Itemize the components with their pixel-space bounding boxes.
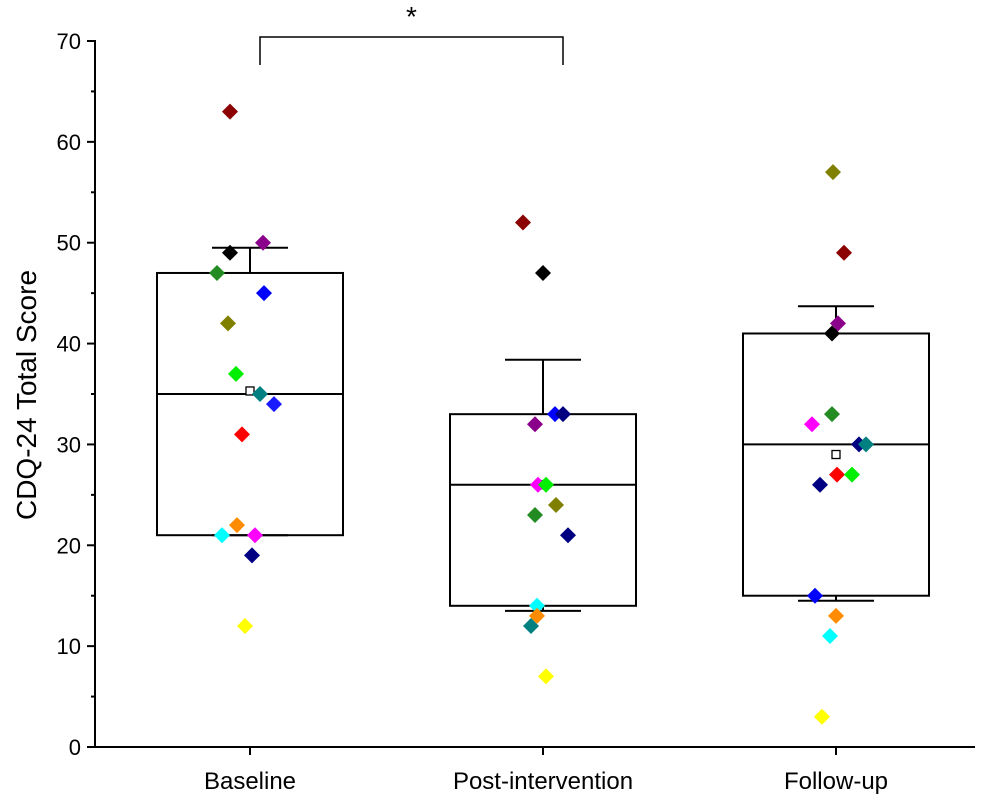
data-point-post-intervention bbox=[527, 507, 543, 524]
data-point-follow-up bbox=[824, 325, 840, 342]
data-point-follow-up bbox=[807, 587, 823, 604]
y-tick-label-70: 70 bbox=[57, 29, 81, 54]
data-point-baseline bbox=[220, 315, 236, 332]
y-tick-label-30: 30 bbox=[57, 432, 81, 457]
data-point-baseline bbox=[222, 103, 238, 120]
data-point-baseline bbox=[222, 244, 238, 261]
data-point-baseline bbox=[247, 527, 263, 544]
data-point-follow-up bbox=[829, 466, 845, 483]
data-point-baseline bbox=[229, 517, 245, 534]
data-point-follow-up bbox=[804, 416, 820, 433]
data-point-follow-up bbox=[830, 315, 846, 332]
data-point-follow-up bbox=[825, 164, 841, 181]
box-baseline bbox=[156, 271, 344, 537]
significance-bracket bbox=[259, 36, 564, 65]
y-tick-label-0: 0 bbox=[69, 735, 81, 760]
data-point-post-intervention bbox=[529, 597, 545, 614]
y-tick-label-20: 20 bbox=[57, 533, 81, 558]
y-tick-label-10: 10 bbox=[57, 634, 81, 659]
data-point-post-intervention bbox=[538, 476, 554, 493]
data-point-baseline bbox=[244, 547, 260, 564]
data-point-baseline bbox=[266, 396, 282, 413]
significance-label: * bbox=[406, 1, 417, 32]
x-tick-label-post-intervention: Post-intervention bbox=[453, 768, 633, 795]
data-point-baseline bbox=[255, 234, 271, 251]
mean-marker-baseline bbox=[245, 386, 255, 396]
data-point-post-intervention bbox=[515, 214, 531, 231]
box-follow-up bbox=[742, 332, 930, 597]
data-point-baseline bbox=[214, 527, 230, 544]
data-point-follow-up bbox=[824, 406, 840, 423]
data-point-follow-up bbox=[836, 244, 852, 261]
data-point-post-intervention bbox=[527, 416, 543, 433]
data-point-baseline bbox=[237, 617, 253, 634]
y-tick-label-40: 40 bbox=[57, 332, 81, 357]
data-point-post-intervention bbox=[548, 496, 564, 513]
data-point-baseline bbox=[252, 386, 268, 402]
data-point-baseline bbox=[256, 285, 272, 302]
y-tick-label-60: 60 bbox=[57, 130, 81, 155]
data-point-follow-up bbox=[844, 466, 860, 483]
annotations: * bbox=[259, 1, 564, 65]
data-point-post-intervention bbox=[555, 406, 571, 423]
x-tick-label-baseline: Baseline bbox=[204, 768, 296, 795]
data-point-baseline bbox=[228, 365, 244, 382]
x-tick-label-follow-up: Follow-up bbox=[784, 768, 888, 795]
data-points bbox=[209, 103, 874, 725]
data-point-post-intervention bbox=[529, 607, 545, 624]
box-post-intervention bbox=[449, 413, 637, 607]
data-point-post-intervention bbox=[560, 527, 576, 544]
axes: 0 10 20 30 40 50 60 70 Baseline Post-intervention… bbox=[57, 29, 975, 795]
data-point-follow-up bbox=[828, 607, 844, 624]
data-point-follow-up bbox=[858, 436, 874, 453]
data-point-post-intervention bbox=[535, 264, 551, 281]
mean-marker-follow-up bbox=[831, 449, 841, 460]
data-point-follow-up bbox=[822, 628, 838, 645]
y-tick-label-50: 50 bbox=[57, 231, 81, 256]
y-axis-title: CDQ-24 Total Score bbox=[11, 270, 42, 520]
data-point-follow-up bbox=[814, 708, 830, 725]
data-point-follow-up bbox=[812, 476, 828, 493]
data-point-post-intervention bbox=[523, 617, 539, 634]
data-point-post-intervention bbox=[538, 668, 554, 685]
data-point-baseline bbox=[209, 264, 225, 281]
data-point-baseline bbox=[234, 426, 250, 443]
